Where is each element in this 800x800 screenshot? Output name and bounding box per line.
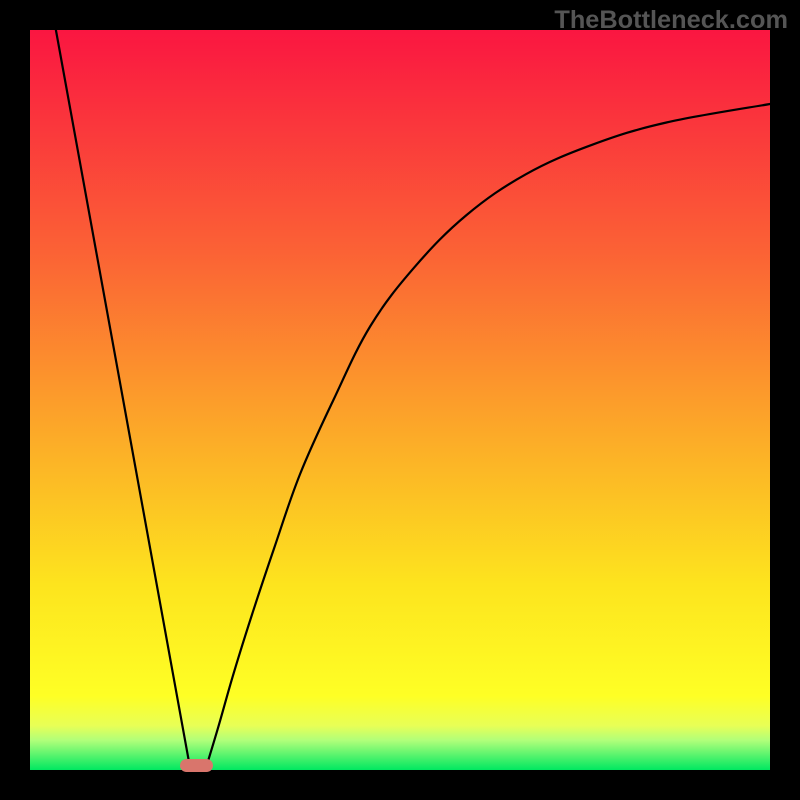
chart-container: TheBottleneck.com [0,0,800,800]
watermark-text: TheBottleneck.com [554,6,788,35]
curve-layer [0,0,800,800]
bottleneck-marker [180,759,213,772]
curve-path [56,30,770,763]
